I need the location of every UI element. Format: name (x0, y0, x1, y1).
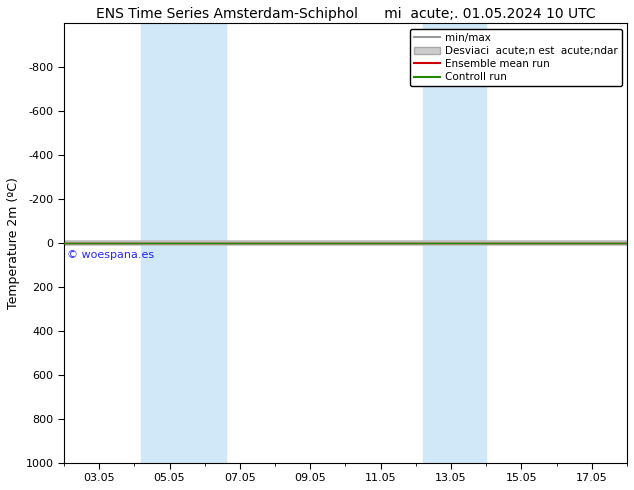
Title: ENS Time Series Amsterdam-Schiphol      mi  acute;. 01.05.2024 10 UTC: ENS Time Series Amsterdam-Schiphol mi ac… (96, 7, 595, 21)
Bar (423, 24, 486, 463)
Legend: min/max, Desviaci  acute;n est  acute;ndar, Ensemble mean run, Controll run: min/max, Desviaci acute;n est acute;ndar… (410, 29, 622, 86)
Bar (141, 24, 226, 463)
Text: © woespana.es: © woespana.es (67, 250, 155, 260)
Y-axis label: Temperature 2m (ºC): Temperature 2m (ºC) (7, 177, 20, 309)
